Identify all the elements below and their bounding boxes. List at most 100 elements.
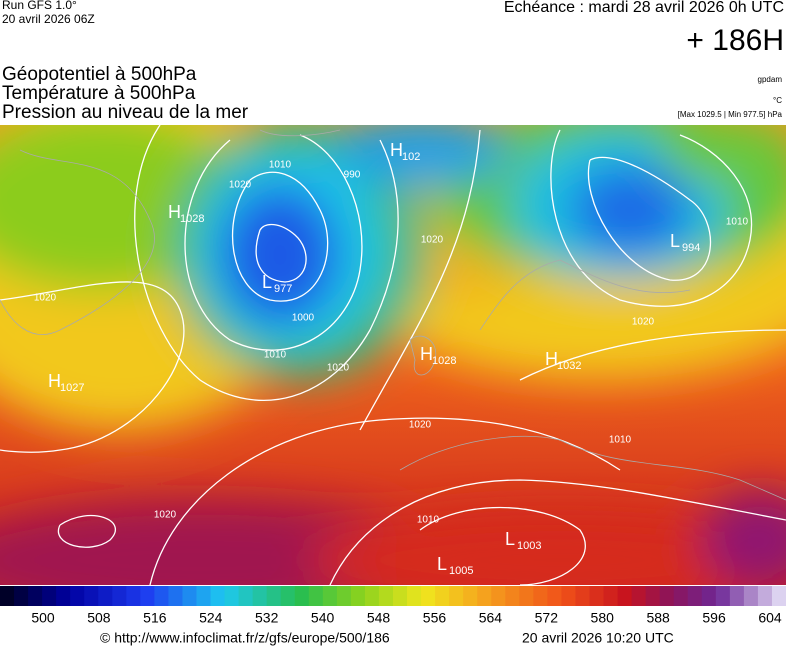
isobar-label: 1010	[269, 160, 292, 171]
color-scale-label: 516	[143, 610, 167, 626]
pressure-center-type: L	[670, 231, 680, 251]
color-cell	[477, 586, 492, 606]
color-scale-label: 572	[535, 610, 559, 626]
run-date: 20 avril 2026 06Z	[2, 12, 95, 26]
isobar-label: 1020	[409, 420, 432, 431]
isobar-label: 1010	[264, 350, 287, 361]
color-scale-label: 596	[702, 610, 726, 626]
color-cell	[687, 586, 703, 606]
isobar-label: 990	[344, 170, 361, 181]
color-cell	[42, 586, 57, 606]
pressure-center-type: H	[545, 349, 558, 369]
pressure-center-type: H	[390, 140, 403, 160]
isobar-label: 1000	[292, 313, 315, 324]
color-cell	[210, 586, 226, 606]
color-cell	[364, 586, 380, 606]
pressure-center-value: 1003	[517, 540, 541, 552]
pressure-center-type: H	[168, 202, 181, 222]
color-cell	[28, 586, 43, 606]
pressure-center-type: H	[420, 344, 433, 364]
color-cell	[280, 586, 296, 606]
color-scale-label: 500	[31, 610, 55, 626]
color-cell	[308, 586, 324, 606]
pressure-center-type: H	[48, 371, 61, 391]
color-cell	[463, 586, 478, 606]
forecast-time: Echéance : mardi 28 avril 2026 0h UTC	[504, 0, 784, 16]
run-label: Run GFS 1.0°	[2, 0, 77, 12]
pressure-center-type: L	[437, 554, 447, 574]
pressure-range: [Max 1029.5 | Min 977.5] hPa	[678, 110, 783, 119]
color-scale: 500 508 516 524 532 540 548 556 564 572 580 588 596 6…	[0, 586, 786, 626]
color-cell	[168, 586, 183, 606]
color-cell	[14, 586, 29, 606]
color-cell	[603, 586, 619, 606]
color-cell	[645, 586, 661, 606]
pressure-center-value: 102	[402, 151, 420, 163]
coastlines	[0, 129, 786, 501]
color-scale-label: 524	[199, 610, 223, 626]
color-cell	[421, 586, 436, 606]
isobars	[0, 125, 786, 585]
color-cell	[182, 586, 197, 606]
color-scale-label: 540	[311, 610, 335, 626]
color-cell	[98, 586, 113, 606]
color-cell	[0, 586, 15, 606]
color-cell	[294, 586, 310, 606]
color-cell	[547, 586, 562, 606]
pressure-center-value: 1005	[449, 565, 473, 577]
color-cell	[252, 586, 268, 606]
color-cell	[435, 586, 450, 606]
color-cell	[393, 586, 408, 606]
color-cell	[729, 586, 745, 606]
color-cell	[378, 586, 394, 606]
color-cell	[701, 586, 717, 606]
pressure-center-value: 1032	[557, 360, 581, 372]
legend-line: Géopotentiel à 500hPa	[2, 64, 197, 85]
color-scale-label: 604	[758, 610, 782, 626]
color-cell	[533, 586, 548, 606]
isobar-label: 1020	[229, 180, 252, 191]
isobar-label: 1010	[726, 217, 749, 228]
color-scale-label: 508	[87, 610, 111, 626]
pressure-center-type: L	[262, 272, 272, 292]
color-cell	[238, 586, 254, 606]
isobar-label: 1020	[421, 235, 444, 246]
color-cell	[575, 586, 590, 606]
pressure-center-value: 1028	[180, 213, 204, 225]
color-cell	[505, 586, 520, 606]
color-cell	[491, 586, 506, 606]
color-cell	[757, 586, 773, 606]
color-cell	[196, 586, 212, 606]
color-cell	[70, 586, 85, 606]
unit-label: gpdam	[758, 75, 783, 84]
color-cell	[561, 586, 576, 606]
isobar-label: 1020	[154, 510, 177, 521]
map	[0, 125, 786, 585]
color-scale-label: 548	[367, 610, 391, 626]
pressure-center-value: 994	[682, 242, 700, 254]
legend-line: Pression au niveau de la mer	[2, 102, 249, 123]
legend-line: Température à 500hPa	[2, 83, 196, 104]
color-cell	[322, 586, 338, 606]
color-cell	[743, 586, 759, 606]
isobar-label: 1020	[34, 293, 57, 304]
color-cell	[224, 586, 240, 606]
color-cell	[715, 586, 731, 606]
color-cell	[659, 586, 675, 606]
color-cell	[56, 586, 71, 606]
unit-label: °C	[773, 96, 782, 105]
color-cell	[771, 586, 786, 606]
generated-time: 20 avril 2026 10:20 UTC	[522, 630, 674, 646]
color-scale-label: 588	[646, 610, 670, 626]
color-scale-label: 556	[423, 610, 447, 626]
color-scale-label: 564	[479, 610, 503, 626]
color-cell	[519, 586, 534, 606]
isobar-label: 1010	[609, 435, 632, 446]
source-url: © http://www.infoclimat.fr/z/gfs/europe/…	[100, 630, 390, 646]
color-cell	[631, 586, 647, 606]
pressure-center-value: 1028	[432, 355, 456, 367]
color-cell	[140, 586, 155, 606]
color-cell	[84, 586, 99, 606]
color-scale-label: 532	[255, 610, 279, 626]
